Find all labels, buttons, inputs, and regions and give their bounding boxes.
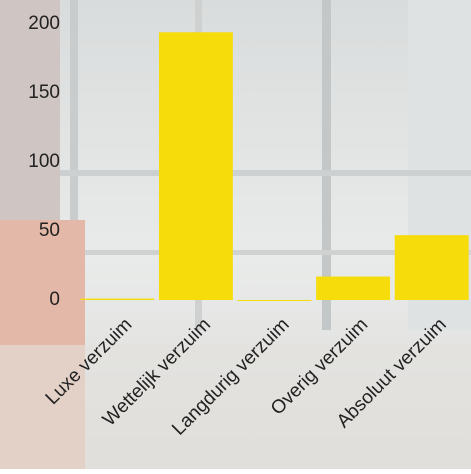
bar	[316, 276, 391, 300]
y-tick-label: 200	[28, 13, 60, 34]
bar	[158, 32, 233, 300]
y-tick-label: 150	[28, 82, 60, 103]
y-tick-label: 100	[28, 151, 60, 172]
bar	[80, 298, 155, 300]
y-tick-label: 0	[49, 289, 60, 310]
bar	[237, 300, 312, 301]
bar	[394, 235, 469, 300]
y-tick-label: 50	[39, 220, 60, 241]
